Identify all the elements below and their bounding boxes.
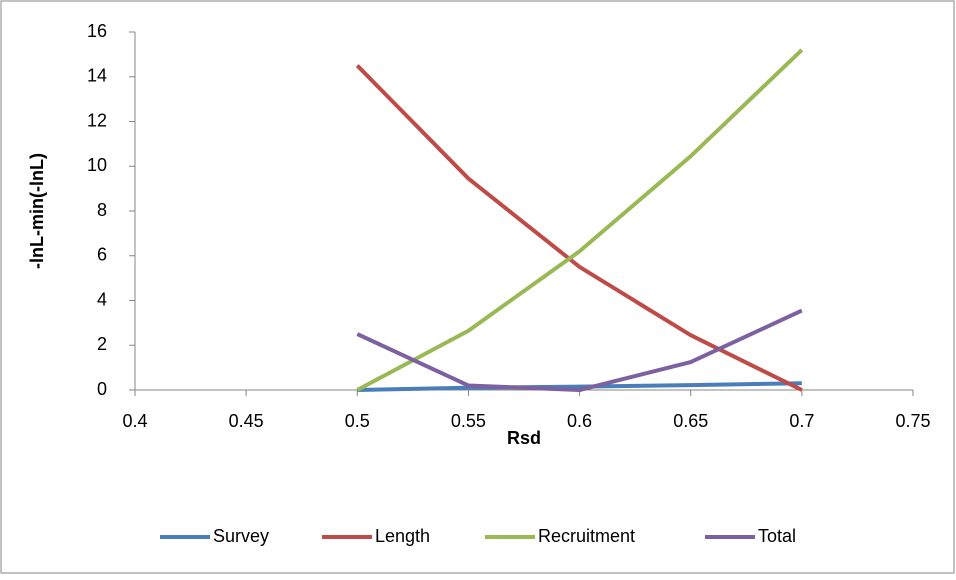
x-tick-label: 0.4 bbox=[122, 411, 147, 431]
y-tick-label: 12 bbox=[87, 110, 107, 130]
x-axis-label: Rsd bbox=[507, 428, 541, 448]
y-tick-label: 14 bbox=[87, 66, 107, 86]
series-line bbox=[356, 308, 803, 392]
x-tick-label: 0.7 bbox=[789, 411, 814, 431]
series-line bbox=[356, 48, 804, 392]
y-tick-label: 8 bbox=[97, 200, 107, 220]
x-tick-label: 0.45 bbox=[229, 411, 264, 431]
x-tick-label: 0.6 bbox=[567, 411, 592, 431]
legend-label: Total bbox=[758, 526, 796, 546]
legend-label: Length bbox=[375, 526, 430, 546]
y-tick-label: 10 bbox=[87, 155, 107, 175]
x-tick-label: 0.75 bbox=[895, 411, 930, 431]
legend-label: Recruitment bbox=[538, 526, 635, 546]
y-tick-label: 4 bbox=[97, 289, 107, 309]
series-line bbox=[357, 381, 802, 392]
y-tick-label: 2 bbox=[97, 334, 107, 354]
series-line bbox=[355, 64, 803, 392]
x-tick-label: 0.55 bbox=[451, 411, 486, 431]
legend-label: Survey bbox=[213, 526, 269, 546]
x-tick-label: 0.65 bbox=[673, 411, 708, 431]
y-axis-label: -lnL-min(-lnL) bbox=[27, 153, 47, 269]
y-tick-label: 6 bbox=[97, 245, 107, 265]
y-tick-label: 0 bbox=[97, 379, 107, 399]
y-tick-label: 16 bbox=[87, 21, 107, 41]
x-tick-label: 0.5 bbox=[345, 411, 370, 431]
